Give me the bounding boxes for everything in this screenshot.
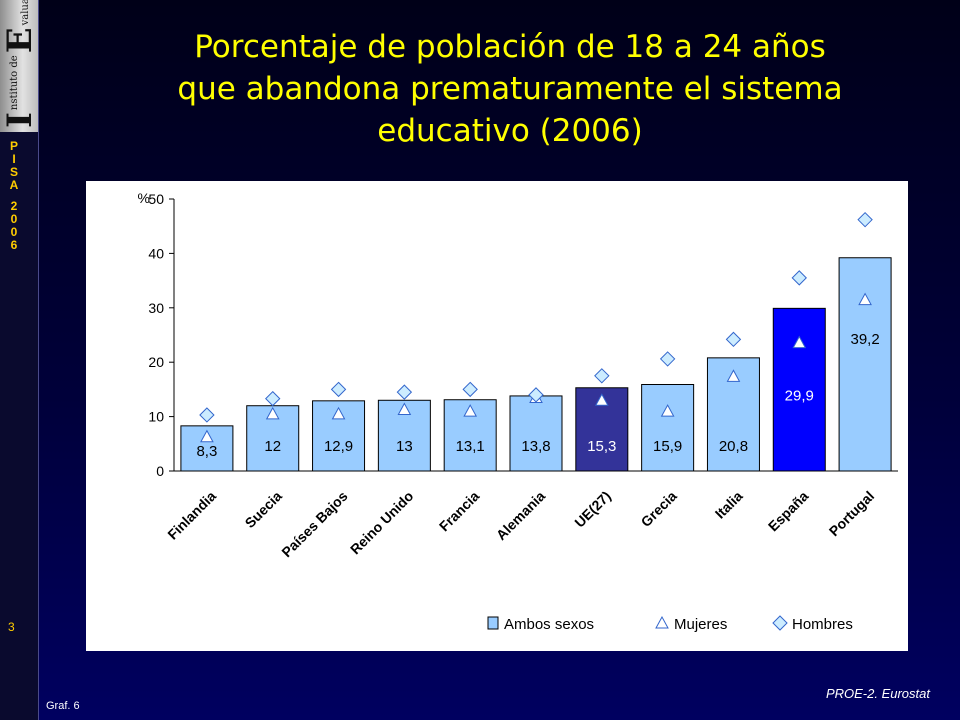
bar-value-label: 15,9 <box>653 438 682 455</box>
slide-title: Porcentaje de población de 18 a 24 años … <box>140 26 880 152</box>
marker-mujeres <box>200 429 214 443</box>
marker-mujeres <box>660 404 675 417</box>
marker-mujeres <box>463 404 478 417</box>
figure-number: Graf. 6 <box>46 700 80 712</box>
x-tick-label: Italia <box>712 488 746 522</box>
x-tick-label: Suecia <box>242 488 285 531</box>
marker-hombres <box>857 211 873 228</box>
marker-mujeres <box>726 369 741 382</box>
legend-label-mujeres: Mujeres <box>674 616 727 633</box>
sidebar: I nstituto de E valuación P I S A 2 0 0 … <box>0 0 40 720</box>
marker-mujeres <box>265 406 280 420</box>
pisa-2006-label: P I S A 2 0 0 6 <box>9 139 19 252</box>
marker-hombres <box>594 368 610 384</box>
x-tick-label: Francia <box>436 488 483 535</box>
bar-chart: 0 10 20 30 40 50% 8,3 Finlandia 12 Suecia 12,9 País… <box>138 190 898 633</box>
legend: Ambos sexos Mujeres Hombres <box>487 615 853 633</box>
bar-value-label: 8,3 <box>196 443 217 460</box>
bar-value-label: 12 <box>264 438 281 455</box>
bar-value-label: 15,3 <box>587 438 616 455</box>
marker-hombres <box>791 270 807 286</box>
marker-mujeres <box>792 335 807 349</box>
bar-6 <box>509 395 563 472</box>
x-tick-label: UE(27) <box>571 488 614 531</box>
marker-hombres <box>659 351 676 367</box>
bar-value-label: 13 <box>396 438 413 455</box>
legend-swatch-bar <box>487 616 499 630</box>
legend-swatch-diamond <box>772 615 788 631</box>
marker-mujeres <box>594 393 609 406</box>
marker-hombres <box>462 381 478 398</box>
x-tick-label: Países Bajos <box>278 488 351 561</box>
x-tick-label: España <box>765 488 812 535</box>
x-tick-label: Reino Unido <box>347 488 417 558</box>
marker-hombres <box>396 384 413 400</box>
y-tick-label: 40 <box>148 245 164 261</box>
page-number: 3 <box>8 620 15 634</box>
bar-value-label: 39,2 <box>850 331 879 348</box>
legend-label-hombres: Hombres <box>792 616 853 633</box>
marker-mujeres <box>331 406 346 420</box>
marker-hombres <box>199 407 215 423</box>
x-tick-label: Alemania <box>493 488 548 543</box>
bar-value-label: 13,1 <box>456 438 485 455</box>
legend-swatch-triangle <box>655 615 669 629</box>
y-tick-label: 50 <box>148 191 164 207</box>
y-unit-label: % <box>138 190 150 206</box>
marker-mujeres <box>858 292 872 306</box>
marker-mujeres <box>397 402 412 416</box>
bar-8 <box>641 384 695 472</box>
x-tick-label: Finlandia <box>164 488 219 543</box>
marker-hombres <box>725 331 742 348</box>
x-tick-label: Portugal <box>826 488 877 539</box>
bar-11 <box>838 257 892 472</box>
legend-label-ambos: Ambos sexos <box>504 616 594 633</box>
bar-value-label: 12,9 <box>324 438 353 455</box>
y-tick-label: 0 <box>156 463 164 479</box>
marker-hombres <box>265 390 281 407</box>
chart-panel: 0 10 20 30 40 50% 8,3 Finlandia 12 Suecia 12,9 País… <box>86 181 908 651</box>
y-tick-label: 30 <box>148 300 164 316</box>
marker-hombres <box>330 381 347 398</box>
title-line-1: Porcentaje de población de 18 a 24 años <box>194 29 826 65</box>
bar-value-label: 29,9 <box>785 387 814 404</box>
source-note: PROE-2. Eurostat <box>825 686 930 701</box>
bar-value-label: 13,8 <box>521 438 550 455</box>
marker-hombres <box>528 387 544 403</box>
y-tick-label: 20 <box>148 354 164 370</box>
x-tick-label: Grecia <box>638 488 680 530</box>
bar-10 <box>772 307 826 472</box>
y-tick-label: 10 <box>148 409 164 425</box>
institute-logo: I nstituto de E valuación <box>0 0 40 132</box>
title-line-3: educativo (2006) <box>377 113 643 149</box>
title-line-2: que abandona prematuramente el sistema <box>177 71 843 107</box>
bar-value-label: 20,8 <box>719 438 748 455</box>
